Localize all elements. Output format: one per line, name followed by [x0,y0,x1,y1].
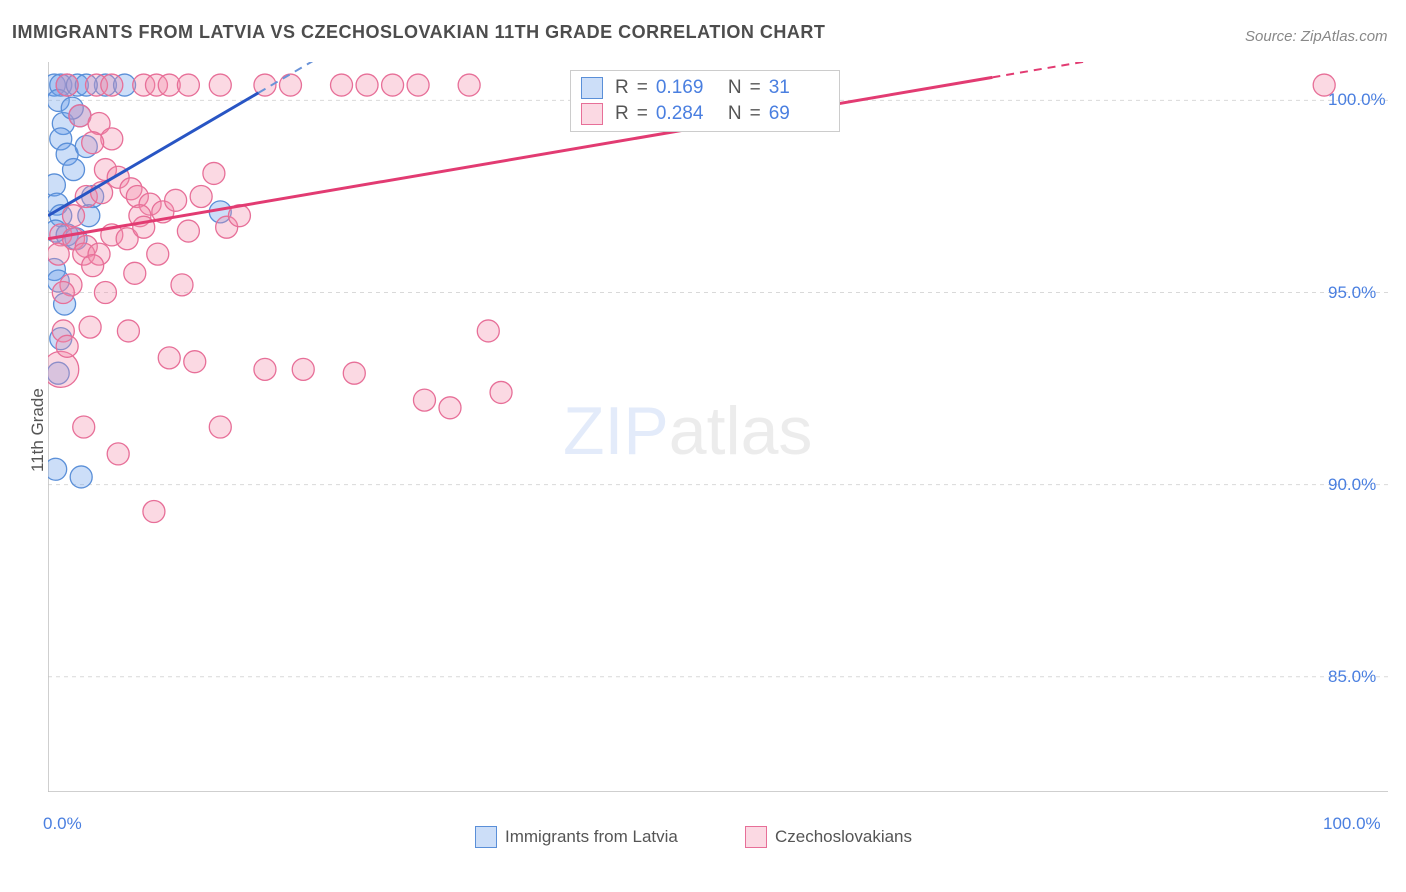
stat-N-value-latvia: 31 [769,77,829,99]
legend-label-czech: Czechoslovakians [775,827,912,847]
stat-R-value-czech: 0.284 [656,103,716,125]
scatter-plot [48,62,1388,792]
swatch-czech [581,103,603,125]
legend-swatch-latvia [475,826,497,848]
stat-N-letter: N [728,77,742,99]
legend-item-czech: Czechoslovakians [745,826,912,848]
y-tick-label: 100.0% [1328,90,1386,110]
y-axis-label: 11th Grade [28,388,48,472]
legend-label-latvia: Immigrants from Latvia [505,827,678,847]
stat-eq: = [637,77,648,99]
stat-R-letter: R [615,77,629,99]
chart-title: IMMIGRANTS FROM LATVIA VS CZECHOSLOVAKIA… [12,22,825,43]
stats-row-latvia: R = 0.169 N = 31 [581,75,829,101]
legend-swatch-czech [745,826,767,848]
y-tick-label: 95.0% [1328,283,1376,303]
correlation-stats-box: R = 0.169 N = 31 R = 0.284 N = 69 [570,70,840,132]
stat-N-letter: N [728,103,742,125]
source-attribution: Source: ZipAtlas.com [1245,28,1388,45]
swatch-latvia [581,77,603,99]
stat-eq: = [750,77,761,99]
x-tick-label: 0.0% [43,814,82,834]
stat-R-letter: R [615,103,629,125]
stat-eq: = [750,103,761,125]
y-tick-label: 85.0% [1328,667,1376,687]
x-tick-label: 100.0% [1323,814,1381,834]
legend-item-latvia: Immigrants from Latvia [475,826,678,848]
stat-N-value-czech: 69 [769,103,829,125]
stat-eq: = [637,103,648,125]
y-tick-label: 90.0% [1328,475,1376,495]
stat-R-value-latvia: 0.169 [656,77,716,99]
stats-row-czech: R = 0.284 N = 69 [581,101,829,127]
